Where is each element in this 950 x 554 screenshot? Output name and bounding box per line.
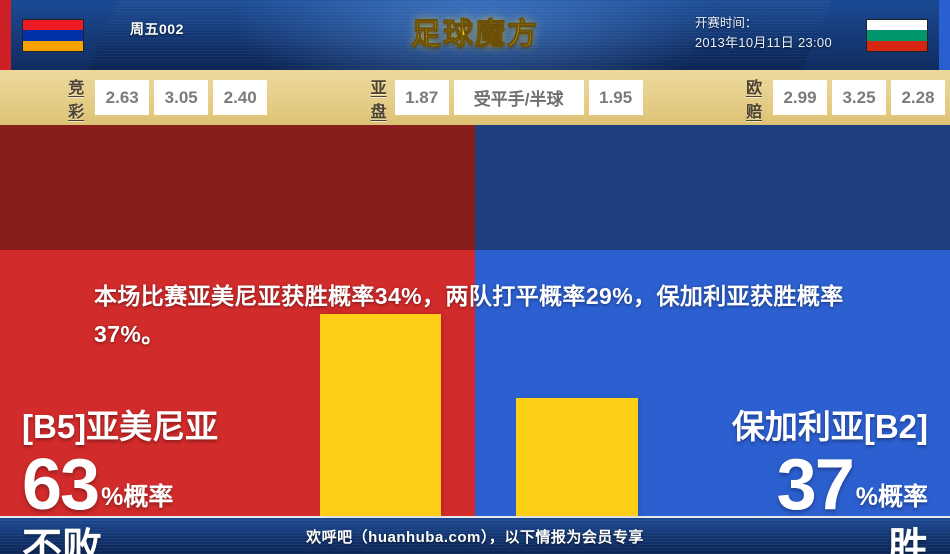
kickoff-time-block: 开赛时间： 2013年10月11日 23:00 <box>695 13 832 53</box>
header-bar: 周五002 足球魔方 开赛时间： 2013年10月11日 23:00 <box>0 0 950 70</box>
odds-cell-yapan-2[interactable]: 1.95 <box>588 80 643 115</box>
away-outcome-label: 胜 <box>888 526 928 554</box>
odds-group-jingcai: 竞彩 2.63 3.05 2.40 <box>60 74 272 122</box>
main-panel: 本场比赛亚美尼亚获胜概率34%，两队打平概率29%，保加利亚获胜概率37%。 [… <box>0 125 950 554</box>
home-team-name: [B5]亚美尼亚 <box>22 408 219 445</box>
footer-promo-text[interactable]: 欢呼吧（huanhuba.com），以下情报为会员专享 <box>306 528 644 546</box>
odds-label-jingcai[interactable]: 竞彩 <box>68 79 85 121</box>
odds-cell-oupei-2[interactable]: 3.25 <box>832 80 887 115</box>
home-probability-bar <box>320 314 441 516</box>
odds-group-yapan: 亚盘 1.87 受平手/半球 1.95 <box>363 74 648 122</box>
odds-cell-yapan-handicap[interactable]: 受平手/半球 <box>453 80 584 115</box>
header-left-edge-strip <box>0 0 11 70</box>
away-percent-suffix: %概率 <box>855 483 928 511</box>
away-team-block: 保加利亚[B2] 37 %概率 胜 <box>732 407 928 554</box>
home-percent-value: 63 <box>22 445 100 525</box>
home-outcome-label: 不败 <box>22 526 102 554</box>
site-logo[interactable]: 足球魔方 <box>411 18 539 52</box>
match-number-label: 周五002 <box>130 21 184 37</box>
odds-label-yapan[interactable]: 亚盘 <box>370 79 387 121</box>
odds-cell-oupei-3[interactable]: 2.28 <box>891 80 946 115</box>
footer-bar: 欢呼吧（huanhuba.com），以下情报为会员专享 <box>0 516 950 554</box>
home-panel-top-band <box>0 125 475 250</box>
odds-cell-yapan-1[interactable]: 1.87 <box>394 80 449 115</box>
header-right-edge-strip <box>939 0 950 70</box>
away-team-name: 保加利亚[B2] <box>731 408 928 445</box>
odds-cell-oupei-1[interactable]: 2.99 <box>773 80 828 115</box>
summary-text: 本场比赛亚美尼亚获胜概率34%，两队打平概率29%，保加利亚获胜概率37%。 <box>94 283 844 347</box>
away-team-panel <box>475 125 950 516</box>
odds-group-oupei: 欧赔 2.99 3.25 2.28 <box>738 74 950 122</box>
away-panel-top-band <box>475 125 950 250</box>
away-probability-bar <box>516 398 638 516</box>
away-percent-value: 37 <box>776 445 855 525</box>
home-team-block: [B5]亚美尼亚 63 %概率 不败 <box>22 407 218 554</box>
home-percent-row: 63 %概率 <box>22 449 218 521</box>
odds-label-oupei[interactable]: 欧赔 <box>746 79 763 121</box>
away-percent-row: 37 %概率 <box>732 449 928 521</box>
kickoff-label: 开赛时间： <box>694 16 758 30</box>
odds-cell-jingcai-1[interactable]: 2.63 <box>95 80 150 115</box>
odds-cell-jingcai-2[interactable]: 3.05 <box>154 80 209 115</box>
armenia-flag <box>22 19 84 52</box>
bulgaria-flag <box>866 19 928 52</box>
odds-cell-jingcai-3[interactable]: 2.40 <box>213 80 268 115</box>
home-percent-suffix: %概率 <box>101 483 174 511</box>
odds-bar: 竞彩 2.63 3.05 2.40 亚盘 1.87 受平手/半球 1.95 欧赔… <box>0 70 950 125</box>
kickoff-value: 2013年10月11日 23:00 <box>694 35 832 50</box>
